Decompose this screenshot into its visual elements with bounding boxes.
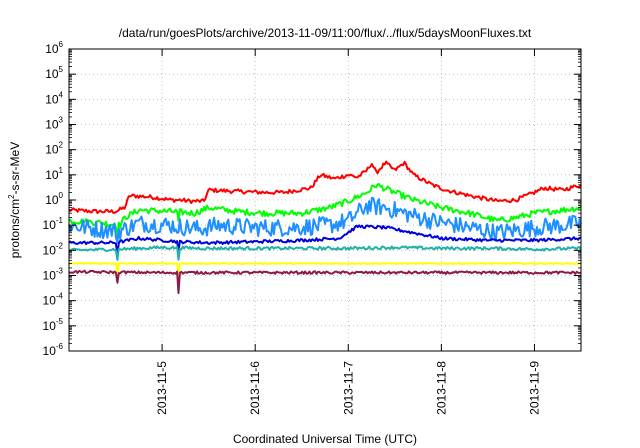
x-axis-ticks: 2013-11-5 2013-11-6 2013-11-7 2013-11-8 2013…: [155, 49, 541, 415]
series-line-7: [68, 269, 582, 295]
y-tick-label: 10-1: [43, 216, 64, 232]
y-tick-exponent: -5: [56, 317, 64, 326]
y-tick-base: 10: [43, 218, 57, 232]
y-tick-label: 106: [45, 40, 63, 56]
x-tick-label: 2013-11-7: [341, 361, 355, 415]
y-axis-label-sup: 2: [7, 194, 16, 199]
chart-title: /data/run/goesPlots/archive/2013-11-09/1…: [119, 26, 532, 40]
y-tick-label: 103: [45, 116, 63, 132]
y-tick-base: 10: [45, 193, 59, 207]
y-tick-label: 104: [45, 90, 63, 106]
y-tick-exponent: -3: [56, 267, 64, 276]
x-tick-label: 2013-11-8: [434, 361, 448, 415]
y-tick-exponent: 1: [59, 166, 64, 175]
y-tick-label: 100: [45, 191, 63, 207]
y-tick-exponent: 5: [59, 65, 64, 74]
series-line-6: [68, 262, 581, 276]
y-axis-label-rest: -s-sr-MeV: [8, 142, 22, 195]
series-line-1: [68, 160, 582, 214]
y-axis-ticks: 10-610-510-410-310-210-11001011021031041…: [43, 40, 581, 358]
series-line-4: [68, 224, 582, 256]
y-tick-label: 10-2: [43, 241, 64, 257]
series-line-2: [68, 183, 582, 240]
series-layer: [68, 160, 582, 295]
y-tick-base: 10: [45, 143, 59, 157]
y-tick-label: 101: [45, 166, 63, 182]
y-tick-exponent: 6: [59, 40, 64, 49]
y-axis-label: protons/cm2-s-sr-MeV: [7, 142, 22, 258]
x-tick-label: 2013-11-5: [155, 361, 169, 415]
y-tick-label: 10-3: [43, 267, 64, 283]
x-axis-label: Coordinated Universal Time (UTC): [233, 432, 417, 446]
y-tick-exponent: -4: [56, 292, 64, 301]
x-tick-label: 2013-11-6: [248, 361, 262, 415]
y-tick-base: 10: [45, 92, 59, 106]
y-tick-base: 10: [45, 67, 59, 81]
y-tick-exponent: -1: [56, 216, 64, 225]
y-tick-exponent: -2: [56, 241, 64, 250]
y-tick-exponent: 0: [59, 191, 64, 200]
y-tick-base: 10: [45, 118, 59, 132]
y-tick-base: 10: [45, 42, 59, 56]
y-tick-base: 10: [43, 344, 57, 358]
y-tick-exponent: 3: [59, 116, 64, 125]
y-tick-base: 10: [45, 168, 59, 182]
y-tick-exponent: -6: [56, 342, 64, 351]
y-axis-label-base: protons/cm: [8, 199, 22, 258]
y-tick-exponent: 4: [59, 90, 64, 99]
y-tick-label: 10-5: [43, 317, 64, 333]
y-tick-label: 10-6: [43, 342, 64, 358]
y-tick-base: 10: [43, 243, 57, 257]
y-tick-base: 10: [43, 269, 57, 283]
x-tick-label: 2013-11-9: [527, 361, 541, 415]
y-tick-exponent: 2: [59, 141, 64, 150]
y-tick-label: 105: [45, 65, 63, 81]
series-line-5: [68, 245, 582, 261]
y-tick-base: 10: [43, 319, 57, 333]
y-tick-base: 10: [43, 294, 57, 308]
y-tick-label: 10-4: [43, 292, 64, 308]
y-tick-label: 102: [45, 141, 63, 157]
